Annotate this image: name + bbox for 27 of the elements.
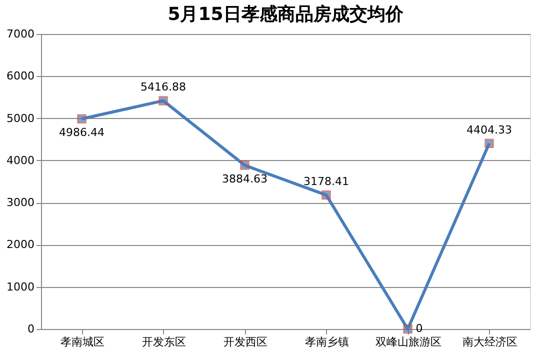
point xyxy=(158,96,168,106)
x-tick-label: 开发西区 xyxy=(223,336,268,348)
data-label: 5416.88 xyxy=(140,80,186,94)
point xyxy=(403,324,412,334)
x-tick-label: 开发东区 xyxy=(142,336,186,348)
x-tick-label: 南大经济区 xyxy=(462,336,518,348)
data-label: 3884.63 xyxy=(222,172,268,186)
y-tick-label: 3000 xyxy=(6,196,34,210)
data-label: 0 xyxy=(416,322,423,335)
data-label: 3178.41 xyxy=(304,175,349,188)
chart-title: 5月15日孝感商品房成交均价 xyxy=(168,4,404,25)
y-tick-label: 0 xyxy=(28,322,34,336)
data-label: 4986.44 xyxy=(59,126,104,139)
data-label: 4404.33 xyxy=(466,123,512,136)
y-tick-label: 1000 xyxy=(6,280,34,294)
x-tick-label: 孝南城区 xyxy=(60,336,104,348)
point xyxy=(77,114,86,124)
point xyxy=(240,160,250,170)
point xyxy=(484,138,494,148)
x-tick-label: 双峰山旅游区 xyxy=(375,336,442,348)
y-tick-label: 7000 xyxy=(6,28,34,40)
y-tick-label: 6000 xyxy=(6,70,34,83)
y-tick-label: 2000 xyxy=(6,238,34,252)
point xyxy=(322,190,331,200)
x-tick-label: 孝南乡镇 xyxy=(304,336,349,348)
y-tick-label: 5000 xyxy=(6,112,34,125)
y-tick-label: 4000 xyxy=(6,154,34,167)
